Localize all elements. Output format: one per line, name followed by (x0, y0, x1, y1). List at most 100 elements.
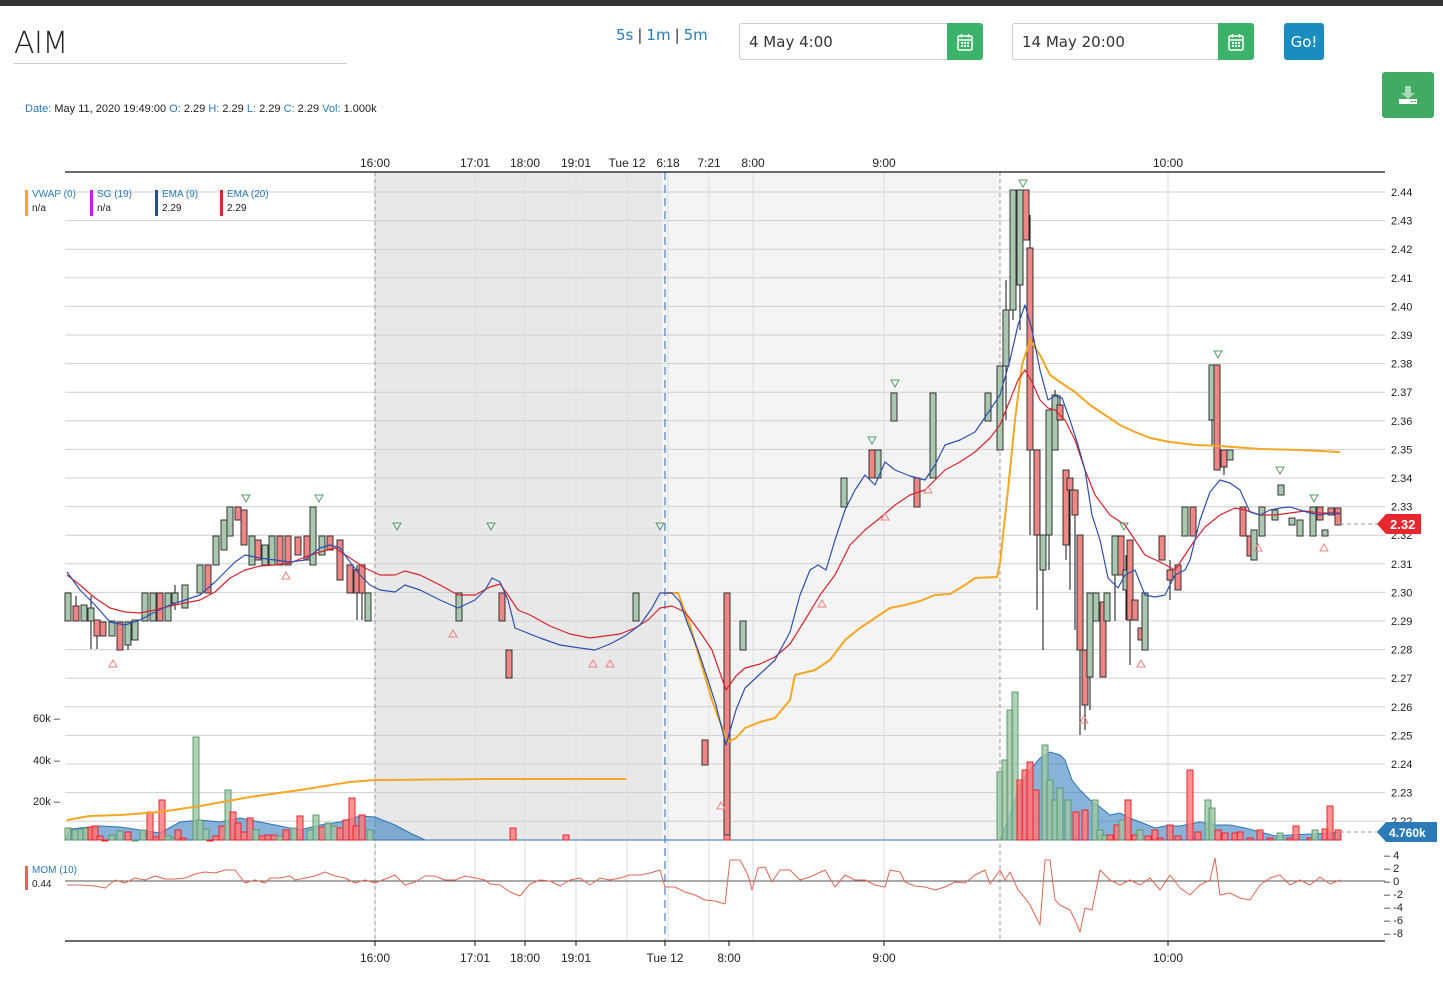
legend-swatch (220, 190, 223, 216)
buy-signal-marker (1319, 542, 1329, 552)
volume-bar (139, 829, 147, 841)
time-tick-label: 9:00 (872, 156, 896, 170)
volume-bar (1266, 837, 1274, 841)
candle-body (1062, 469, 1070, 546)
price-tick-label: 2.30 (1391, 587, 1412, 599)
volume-bar (276, 835, 284, 841)
candle-body (196, 564, 204, 594)
volume-bar (1118, 819, 1126, 841)
price-tick-label: 2.41 (1391, 273, 1412, 285)
download-icon (1399, 86, 1417, 104)
price-tick-label: 2.31 (1391, 559, 1412, 571)
start-date-input[interactable] (739, 23, 947, 60)
candle-body (498, 592, 506, 622)
volume-bar (174, 829, 182, 841)
interval-selector: 5s | 1m | 5m (616, 26, 708, 44)
volume-bar (270, 834, 278, 841)
buy-signal-marker (281, 570, 291, 580)
volume-bar (1072, 811, 1080, 841)
time-tick-label: 8:00 (741, 156, 765, 170)
candle-body (1126, 539, 1134, 621)
legend-vwap[interactable]: VWAP (0) n/a (25, 188, 76, 216)
legend-swatch (155, 190, 158, 216)
candle-body (248, 535, 256, 566)
sell-signal-marker (655, 522, 665, 532)
interval-5m[interactable]: 5m (683, 26, 708, 44)
legend-label: EMA (20) (227, 189, 269, 200)
time-tick-label: 6:18 (656, 156, 680, 170)
go-button[interactable]: Go! (1284, 23, 1324, 60)
session-shading (375, 172, 662, 840)
interval-5s[interactable]: 5s (616, 26, 634, 44)
candle-body (701, 739, 709, 766)
start-date-calendar-button[interactable] (947, 23, 983, 60)
high-label: H: (208, 103, 220, 115)
legend-sg[interactable]: SG (19) n/a (90, 188, 132, 216)
candle-body (336, 539, 344, 581)
volume-bar (312, 814, 320, 841)
candle-body (1334, 507, 1342, 526)
legend-mom[interactable]: MOM (10) 0.44 (25, 864, 77, 892)
volume-bar (509, 827, 517, 841)
mom-tick-label: – -4 (1384, 902, 1403, 914)
legend-value: n/a (97, 203, 111, 214)
candle-body (87, 607, 95, 622)
download-button[interactable] (1382, 72, 1434, 118)
interval-1m[interactable]: 1m (646, 26, 671, 44)
price-tick-label: 2.29 (1391, 616, 1412, 628)
mom-tick-label: – -2 (1384, 889, 1403, 901)
time-tick-label: 8:00 (717, 951, 741, 965)
open-label: O: (169, 103, 181, 115)
volume-bar (1056, 787, 1064, 841)
sell-signal-marker (890, 379, 900, 389)
volume-bar (1186, 769, 1194, 841)
sell-signal-marker (392, 522, 402, 532)
volume-bar (96, 835, 104, 841)
candle-body (868, 449, 876, 479)
candle-body (1033, 449, 1041, 536)
legend-swatch (90, 190, 93, 216)
volume-bar (131, 839, 139, 842)
buy-signal-marker (1136, 658, 1146, 668)
vwap-volume-line (66, 778, 626, 821)
volume-bar (1286, 837, 1294, 841)
volume-bar (1256, 829, 1264, 841)
sell-signal-marker (1275, 466, 1285, 476)
end-date-input[interactable] (1012, 23, 1218, 60)
candle-body (1166, 569, 1174, 581)
volume-bar (258, 835, 266, 841)
calendar-icon (957, 33, 973, 51)
volume-bar (1011, 691, 1019, 841)
candle-body (1309, 506, 1317, 537)
mom-tick-label: – 2 (1384, 863, 1399, 875)
legend-swatch (25, 866, 28, 890)
candle-body (1117, 535, 1125, 576)
top-bar (0, 0, 1443, 6)
candle-body (890, 392, 898, 422)
ohlc-readout: Date: May 11, 2020 19:49:00 O: 2.29 H: 2… (25, 103, 377, 115)
candle-body (1213, 364, 1221, 471)
candle-body (1076, 534, 1084, 651)
open-value: 2.29 (183, 103, 206, 115)
volume-bar (1166, 824, 1174, 841)
volume-bar (1064, 799, 1072, 841)
volume-bar (348, 797, 356, 841)
legend-ema20[interactable]: EMA (20) 2.29 (220, 188, 269, 216)
separator: | (637, 26, 643, 44)
candle-body (240, 509, 248, 546)
legend-ema9[interactable]: EMA (9) 2.29 (155, 188, 198, 216)
end-date-calendar-button[interactable] (1218, 23, 1254, 60)
candle-body (204, 564, 212, 594)
price-tick-label: 2.34 (1391, 473, 1412, 485)
volume-bar (324, 822, 332, 841)
candle-body (1086, 592, 1094, 678)
volume-bar (1081, 809, 1089, 841)
candle-body (80, 604, 88, 622)
candle-body (1181, 506, 1189, 537)
volume-bar (306, 829, 314, 841)
candle-body (346, 564, 354, 594)
legend-swatch (25, 190, 28, 216)
candle-body (1141, 592, 1149, 651)
buy-signal-marker (588, 658, 598, 668)
